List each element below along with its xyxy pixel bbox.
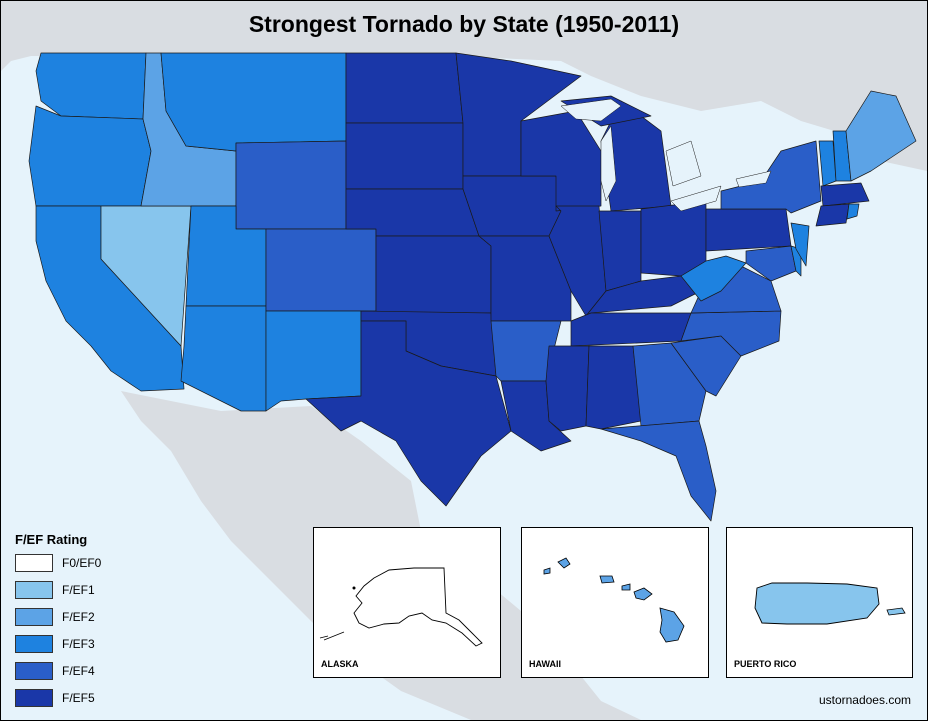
legend-swatch-f4	[15, 662, 53, 680]
inset-hawaii: HAWAII	[521, 527, 709, 678]
state-tennessee	[570, 312, 692, 347]
source-credit: ustornadoes.com	[818, 693, 911, 707]
state-north-dakota	[345, 52, 464, 124]
state-iowa	[462, 175, 562, 237]
state-massachusetts	[820, 182, 870, 207]
state-mississippi	[545, 345, 590, 432]
legend-label-f1: F/EF1	[62, 583, 95, 597]
alaska-shape	[319, 567, 483, 647]
state-maryland	[745, 245, 797, 282]
inset-puerto-rico: PUERTO RICO	[726, 527, 913, 678]
state-oregon	[28, 105, 152, 207]
legend-label-f0: F0/EF0	[62, 556, 102, 570]
legend-item-f1: F/EF1	[15, 581, 95, 599]
state-colorado	[265, 228, 377, 312]
legend-swatch-f1	[15, 581, 53, 599]
state-indiana	[598, 210, 642, 292]
legend-label-f3: F/EF3	[62, 637, 95, 651]
state-connecticut	[815, 203, 850, 227]
state-vermont	[818, 140, 837, 187]
state-florida	[600, 420, 717, 522]
legend-label-f2: F/EF2	[62, 610, 95, 624]
state-new-jersey	[790, 222, 810, 267]
puerto-rico-shape	[754, 582, 906, 625]
state-washington	[35, 52, 147, 120]
state-south-dakota	[345, 122, 464, 190]
legend-label-f5: F/EF5	[62, 691, 95, 705]
state-new-york	[720, 140, 822, 214]
legend-item-f4: F/EF4	[15, 662, 95, 680]
inset-label-puerto-rico: PUERTO RICO	[734, 659, 797, 669]
state-ohio	[640, 200, 707, 277]
state-montana	[160, 52, 347, 152]
state-nebraska	[345, 188, 480, 237]
legend-swatch-f0	[15, 554, 53, 572]
inset-alaska: ALASKA	[313, 527, 501, 678]
legend-item-f2: F/EF2	[15, 608, 95, 626]
legend-swatch-f3	[15, 635, 53, 653]
legend-label-f4: F/EF4	[62, 664, 95, 678]
state-maine	[845, 90, 917, 182]
state-wyoming	[235, 140, 347, 230]
state-pennsylvania	[705, 208, 792, 252]
map-title: Strongest Tornado by State (1950-2011)	[248, 11, 680, 37]
legend-title: F/EF Rating	[15, 532, 88, 547]
legend-item-f3: F/EF3	[15, 635, 95, 653]
state-alabama	[585, 345, 642, 430]
great-lakes	[560, 98, 772, 212]
state-texas	[305, 320, 512, 507]
legend-item-f5: F/EF5	[15, 689, 95, 707]
state-new-mexico	[265, 310, 362, 412]
states	[28, 52, 917, 522]
legend-swatch-f5	[15, 689, 53, 707]
state-kansas	[375, 235, 492, 314]
state-georgia	[632, 342, 707, 427]
state-rhode-island	[846, 203, 860, 220]
state-arizona	[180, 305, 267, 412]
hawaii-shape	[543, 557, 685, 643]
inset-label-alaska: ALASKA	[321, 659, 359, 669]
inset-label-hawaii: HAWAII	[529, 659, 562, 669]
legend-swatch-f2	[15, 608, 53, 626]
legend-item-f0: F0/EF0	[15, 554, 101, 572]
